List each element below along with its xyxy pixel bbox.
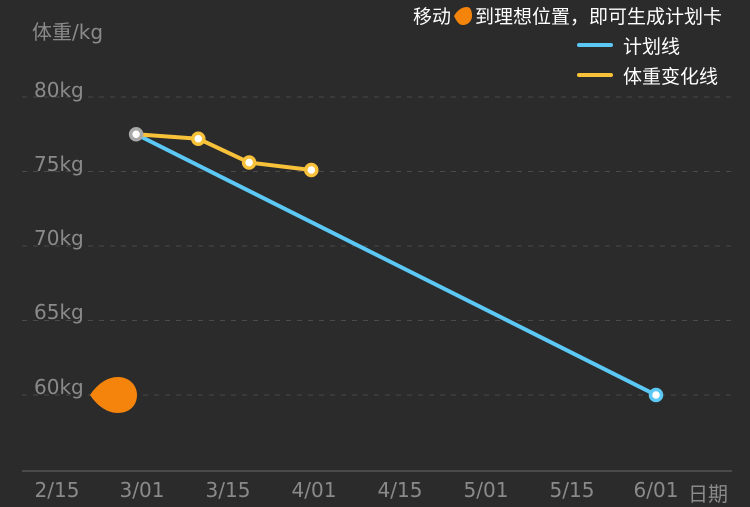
drag-hint: 移动 到理想位置，即可生成计划卡 xyxy=(413,2,722,29)
weight-line-swatch xyxy=(576,73,613,77)
y-axis-title: 体重/kg xyxy=(32,20,104,44)
y-tick-label: 75kg xyxy=(34,152,84,176)
start-point xyxy=(128,127,144,142)
x-tick-label: 6/01 xyxy=(633,478,679,502)
x-tick-label: 5/15 xyxy=(549,478,595,502)
hint-text-after: 到理想位置，即可生成计划卡 xyxy=(474,6,722,28)
legend-label-weight: 体重变化线 xyxy=(622,65,718,88)
plan-line-swatch xyxy=(576,43,613,47)
legend-item-weight: 体重变化线 xyxy=(576,60,718,90)
series-layer xyxy=(128,127,664,403)
legend: 计划线 体重变化线 xyxy=(576,30,718,90)
plan-point xyxy=(648,387,664,403)
weight-point xyxy=(304,162,319,178)
y-tick-label: 60kg xyxy=(34,375,84,399)
legend-item-plan: 计划线 xyxy=(576,30,718,60)
x-tick-label: 4/15 xyxy=(377,478,423,502)
grid-lines xyxy=(22,96,732,396)
target-drag-handle[interactable] xyxy=(90,375,138,415)
drop-icon xyxy=(453,6,472,25)
hint-text-before: 移动 xyxy=(412,6,451,28)
x-axis-unit: 日期 xyxy=(688,482,728,506)
x-tick-label: 3/01 xyxy=(119,478,165,502)
y-tick-label: 80kg xyxy=(34,78,84,102)
x-tick-label: 2/15 xyxy=(34,478,80,502)
x-tick-label: 4/01 xyxy=(291,478,337,502)
x-tick-label: 5/01 xyxy=(463,478,509,502)
y-tick-label: 70kg xyxy=(34,226,84,250)
weight-point xyxy=(241,155,257,170)
weight-line xyxy=(135,132,312,172)
plan-line xyxy=(135,132,657,397)
x-tick-label: 3/15 xyxy=(205,478,251,502)
legend-label-plan: 计划线 xyxy=(622,35,680,58)
y-tick-label: 65kg xyxy=(34,300,84,324)
weight-point xyxy=(191,131,206,146)
